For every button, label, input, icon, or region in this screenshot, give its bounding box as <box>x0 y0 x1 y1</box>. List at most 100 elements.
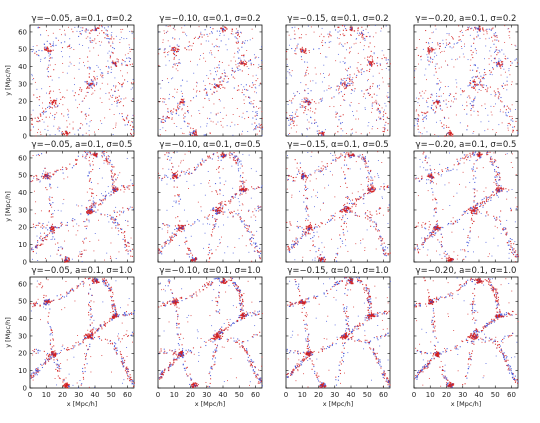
panel-title: γ=−0.05, a=0.1, σ=0.2 <box>32 14 133 24</box>
x-tick-label: 40 <box>219 391 228 399</box>
panel-frame <box>413 276 519 389</box>
y-tick-label: 30 <box>18 80 27 88</box>
y-tick-label: 40 <box>18 189 27 197</box>
particle-field <box>414 151 519 263</box>
panel-title: γ=−0.05, a=0.1, σ=0.5 <box>32 140 133 150</box>
panel-10: γ=−0.10, α=0.1, σ=1.0 0 10 20 30 40 50 60 x [Mpc… <box>156 266 263 408</box>
panel-title: γ=−0.10, α=0.1, σ=1.0 <box>159 266 260 276</box>
particle-field <box>414 25 519 137</box>
panel-2: γ=−0.10, α=0.1, σ=0.2 <box>157 14 264 137</box>
x-tick-label: 20 <box>314 391 323 399</box>
panel-frame <box>285 150 391 263</box>
panel-5: γ=−0.05, a=0.1, σ=0.5 0 10 20 30 40 50 60 y [Mpc… <box>4 140 135 266</box>
x-tick-label: 10 <box>42 391 51 399</box>
panel-title: γ=−0.20, a=0.1, σ=1.0 <box>416 266 517 276</box>
x-tick-label: 20 <box>58 391 67 399</box>
x-tick-label: 30 <box>330 391 339 399</box>
panel-title: γ=−0.05, a=0.1, σ=1.0 <box>32 266 133 276</box>
x-tick-label: 60 <box>507 391 516 399</box>
x-tick-label: 60 <box>251 391 260 399</box>
y-tick-label: 30 <box>18 332 27 340</box>
y-tick-label: 50 <box>18 298 27 306</box>
panel-9: γ=−0.05, a=0.1, σ=1.0 0 10 20 30 40 50 60 y [Mpc… <box>4 266 136 408</box>
x-tick-label: 60 <box>123 391 132 399</box>
y-tick-label: 0 <box>23 384 27 392</box>
x-tick-label: 20 <box>186 391 195 399</box>
panel-frame <box>157 150 263 263</box>
y-tick-label: 10 <box>18 241 27 249</box>
y-axis-label: y [Mpc/h] <box>4 65 12 96</box>
particle-field <box>30 151 135 263</box>
x-tick-label: 50 <box>491 391 500 399</box>
x-tick-label: 30 <box>74 391 83 399</box>
y-tick-label: 20 <box>18 224 27 232</box>
panel-frame <box>285 24 391 137</box>
panel-frame <box>29 150 135 263</box>
panel-12: γ=−0.20, a=0.1, σ=1.0 0 10 20 30 40 50 60 x [Mpc… <box>412 266 519 408</box>
y-axis-label: y [Mpc/h] <box>4 317 12 348</box>
x-tick-label: 10 <box>426 391 435 399</box>
x-tick-label: 60 <box>379 391 388 399</box>
panel-frame <box>157 276 263 389</box>
x-tick-label: 50 <box>363 391 372 399</box>
y-tick-label: 50 <box>18 172 27 180</box>
particle-field <box>286 277 391 389</box>
y-tick-label: 0 <box>23 258 27 266</box>
x-tick-label: 40 <box>475 391 484 399</box>
x-tick-label: 10 <box>170 391 179 399</box>
y-tick-label: 40 <box>18 63 27 71</box>
x-axis-label: x [Mpc/h] <box>67 400 98 408</box>
particle-field <box>30 277 136 389</box>
y-tick-label: 60 <box>18 154 27 162</box>
panel-4: γ=−0.20, a=0.1, σ=0.2 <box>413 14 519 137</box>
panel-3: γ=−0.15, α=0.1, σ=0.2 <box>285 14 391 137</box>
panel-frame <box>285 276 391 389</box>
x-tick-label: 0 <box>412 391 416 399</box>
panel-frame <box>157 24 263 137</box>
x-tick-label: 0 <box>284 391 288 399</box>
x-tick-label: 30 <box>202 391 211 399</box>
panel-frame <box>413 150 519 263</box>
y-tick-label: 50 <box>18 46 27 54</box>
panel-7: γ=−0.15, α=0.1, σ=0.5 <box>285 140 391 263</box>
x-tick-label: 0 <box>156 391 160 399</box>
panel-6: γ=−0.10, α=0.1, σ=0.5 <box>157 140 263 263</box>
panel-11: γ=−0.15, α=0.1, σ=1.0 0 10 20 30 40 50 60 x [Mpc… <box>284 266 391 408</box>
x-axis-label: x [Mpc/h] <box>451 400 482 408</box>
y-tick-label: 30 <box>18 206 27 214</box>
panel-title: γ=−0.15, α=0.1, σ=0.5 <box>287 140 388 150</box>
x-axis-label: x [Mpc/h] <box>195 400 226 408</box>
panel-8: γ=−0.20, a=0.1, σ=0.5 <box>413 140 519 263</box>
panel-frame <box>29 24 135 137</box>
particle-field <box>30 25 135 137</box>
panel-frame <box>29 276 135 389</box>
y-tick-label: 0 <box>23 132 27 140</box>
panel-title: γ=−0.10, α=0.1, σ=0.2 <box>159 14 260 24</box>
particle-field <box>158 277 263 389</box>
x-tick-label: 20 <box>442 391 451 399</box>
x-tick-label: 0 <box>28 391 32 399</box>
y-axis-label: y [Mpc/h] <box>4 191 12 222</box>
y-tick-label: 10 <box>18 367 27 375</box>
x-tick-label: 40 <box>91 391 100 399</box>
panel-title: γ=−0.15, α=0.1, σ=1.0 <box>287 266 388 276</box>
particle-field <box>286 151 391 262</box>
panel-frame <box>413 24 519 137</box>
panel-1: γ=−0.05, a=0.1, σ=0.2 0 10 20 30 40 50 60 y [Mpc… <box>4 14 135 140</box>
panel-title: γ=−0.10, α=0.1, σ=0.5 <box>159 140 260 150</box>
panel-title: γ=−0.20, a=0.1, σ=0.5 <box>416 140 517 150</box>
y-tick-label: 20 <box>18 350 27 358</box>
y-tick-label: 20 <box>18 98 27 106</box>
x-tick-label: 40 <box>347 391 356 399</box>
x-tick-label: 50 <box>235 391 244 399</box>
y-tick-label: 40 <box>18 315 27 323</box>
panel-title: γ=−0.20, a=0.1, σ=0.2 <box>416 14 517 24</box>
particle-field <box>414 277 519 388</box>
particle-field <box>286 25 391 137</box>
y-tick-label: 10 <box>18 115 27 123</box>
y-tick-label: 60 <box>18 280 27 288</box>
x-tick-label: 10 <box>298 391 307 399</box>
y-tick-label: 60 <box>18 28 27 36</box>
